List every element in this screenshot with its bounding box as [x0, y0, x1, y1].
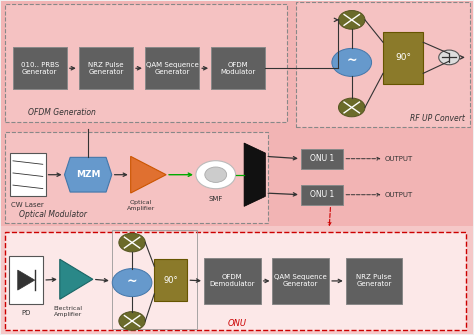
Text: OFDM
Modulator: OFDM Modulator — [220, 62, 256, 75]
Text: QAM Sequence
Generator: QAM Sequence Generator — [146, 62, 199, 75]
Text: SMF: SMF — [209, 196, 223, 202]
Text: MZM: MZM — [76, 170, 100, 179]
FancyBboxPatch shape — [10, 153, 46, 196]
Text: OFDM
Demodulator: OFDM Demodulator — [210, 274, 255, 287]
Circle shape — [196, 161, 236, 189]
FancyBboxPatch shape — [5, 132, 268, 222]
Circle shape — [439, 50, 459, 65]
Circle shape — [338, 10, 365, 29]
FancyBboxPatch shape — [301, 149, 343, 169]
Text: NRZ Pulse
Generator: NRZ Pulse Generator — [88, 62, 124, 75]
Polygon shape — [18, 270, 35, 290]
FancyBboxPatch shape — [79, 47, 133, 89]
Circle shape — [119, 312, 146, 330]
Text: OFDM Generation: OFDM Generation — [28, 109, 96, 118]
FancyBboxPatch shape — [0, 1, 474, 129]
Text: Optical
Amplifier: Optical Amplifier — [127, 200, 155, 210]
Text: ONU: ONU — [228, 319, 246, 328]
Text: RF UP Convert: RF UP Convert — [410, 115, 465, 124]
FancyBboxPatch shape — [0, 127, 474, 226]
FancyBboxPatch shape — [9, 256, 43, 304]
Text: ~: ~ — [127, 274, 137, 287]
Circle shape — [338, 98, 365, 117]
Polygon shape — [60, 259, 93, 299]
Text: ONU 1: ONU 1 — [310, 154, 334, 163]
Text: NRZ Pulse
Generator: NRZ Pulse Generator — [356, 274, 392, 287]
Text: 90°: 90° — [395, 53, 411, 62]
Text: 010.. PRBS
Generator: 010.. PRBS Generator — [21, 62, 59, 75]
FancyBboxPatch shape — [296, 2, 470, 127]
Text: Optical Modulator: Optical Modulator — [19, 210, 87, 218]
FancyBboxPatch shape — [301, 185, 343, 205]
FancyBboxPatch shape — [0, 226, 474, 334]
Polygon shape — [64, 157, 112, 192]
FancyBboxPatch shape — [273, 258, 329, 304]
Text: QAM Sequence
Generator: QAM Sequence Generator — [274, 274, 327, 287]
Text: ONU 1: ONU 1 — [310, 190, 334, 199]
FancyBboxPatch shape — [204, 258, 261, 304]
FancyBboxPatch shape — [155, 259, 187, 301]
Circle shape — [205, 167, 227, 183]
Text: CW Laser: CW Laser — [11, 202, 44, 208]
Circle shape — [332, 48, 372, 76]
FancyBboxPatch shape — [5, 232, 466, 330]
Circle shape — [119, 233, 146, 252]
FancyBboxPatch shape — [12, 47, 67, 89]
Polygon shape — [131, 156, 166, 193]
Text: OUTPUT: OUTPUT — [384, 192, 413, 198]
FancyBboxPatch shape — [346, 258, 402, 304]
FancyBboxPatch shape — [145, 47, 199, 89]
Text: ~: ~ — [346, 54, 357, 67]
FancyBboxPatch shape — [211, 47, 265, 89]
Text: OUTPUT: OUTPUT — [384, 156, 413, 162]
Text: 90°: 90° — [164, 276, 178, 285]
Circle shape — [112, 269, 152, 296]
Text: Electrical
Amplifier: Electrical Amplifier — [54, 306, 83, 317]
Text: PD: PD — [21, 310, 31, 316]
FancyBboxPatch shape — [5, 4, 287, 123]
Polygon shape — [244, 143, 265, 206]
FancyBboxPatch shape — [383, 32, 423, 84]
